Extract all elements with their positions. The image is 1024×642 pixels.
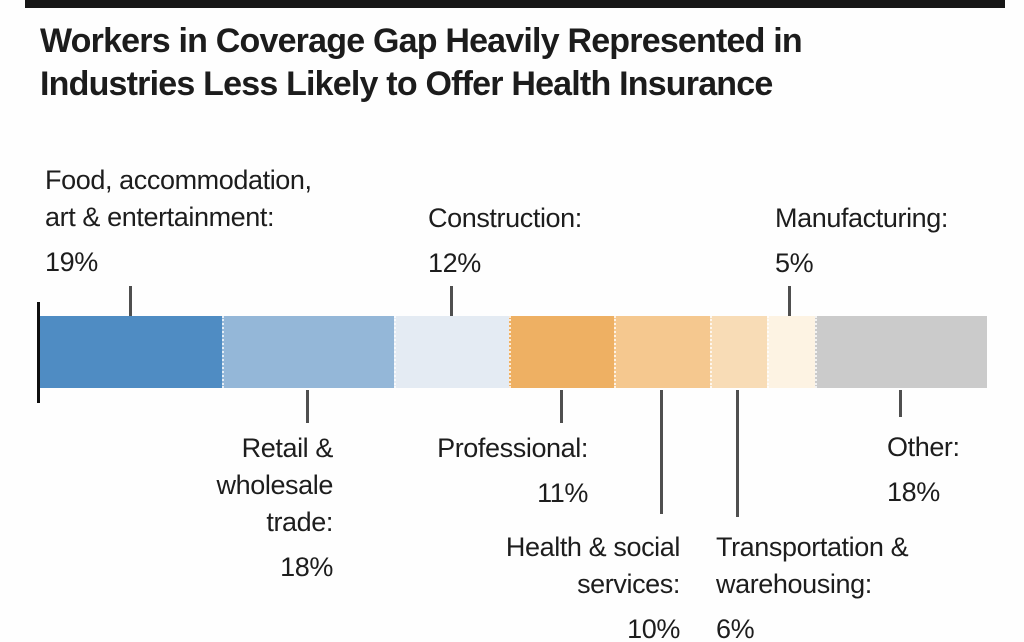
- chart-title-line1: Workers in Coverage Gap Heavily Represen…: [40, 22, 803, 60]
- bar-segment-construction: [393, 316, 509, 388]
- callout-health-label: Health & social services:: [505, 532, 680, 599]
- callout-construction-value: 12%: [428, 248, 481, 278]
- callout-manufacturing: Manufacturing: 5%: [775, 200, 948, 282]
- bar-segment-retail: [221, 316, 394, 388]
- leader-line-manufacturing: [788, 286, 791, 316]
- bar-segment-health: [613, 316, 710, 388]
- top-rule: [25, 0, 1005, 8]
- callout-professional: Professional: 11%: [408, 430, 588, 512]
- leader-line-food: [129, 286, 132, 316]
- stacked-bar: [40, 316, 987, 388]
- callout-construction: Construction: 12%: [428, 200, 582, 282]
- callout-retail: Retail & wholesale trade: 18%: [153, 430, 334, 586]
- bar-segment-manufacturing: [766, 316, 815, 388]
- callout-food-value: 19%: [45, 247, 98, 277]
- chart-title-line2: Industries Less Likely to Offer Health I…: [40, 65, 773, 103]
- callout-professional-label: Professional:: [437, 433, 588, 463]
- leader-line-transportation: [736, 390, 739, 517]
- leader-line-construction: [450, 286, 453, 316]
- bar-segment-professional: [508, 316, 614, 388]
- callout-professional-value: 11%: [537, 478, 588, 508]
- callout-retail-label: Retail & wholesale trade:: [216, 433, 334, 537]
- callout-other-label: Other:: [887, 432, 960, 462]
- callout-construction-label: Construction:: [428, 203, 582, 233]
- callout-other: Other: 18%: [887, 429, 960, 511]
- bar-segment-transportation: [709, 316, 767, 388]
- callout-manufacturing-label: Manufacturing:: [775, 203, 948, 233]
- callout-food: Food, accommodation, art & entertainment…: [45, 162, 312, 281]
- leader-line-other: [899, 390, 902, 417]
- bar-segment-other: [814, 316, 987, 388]
- callout-transportation: Transportation & warehousing: 6%: [716, 529, 956, 642]
- callout-transportation-value: 6%: [716, 614, 755, 642]
- leader-line-professional: [560, 390, 563, 423]
- callout-manufacturing-value: 5%: [775, 248, 814, 278]
- callout-retail-value: 18%: [280, 552, 333, 582]
- axis-start-tick: [37, 302, 40, 403]
- callout-food-label: Food, accommodation, art & entertainment…: [45, 165, 312, 232]
- callout-transportation-label: Transportation & warehousing:: [716, 532, 909, 599]
- bar-segment-food: [40, 316, 222, 388]
- callout-other-value: 18%: [887, 477, 940, 507]
- chart-title: Workers in Coverage Gap Heavily Represen…: [40, 20, 803, 106]
- leader-line-retail: [306, 390, 309, 423]
- leader-line-health: [660, 390, 663, 514]
- callout-health-value: 10%: [627, 614, 680, 642]
- callout-health: Health & social services: 10%: [480, 529, 680, 642]
